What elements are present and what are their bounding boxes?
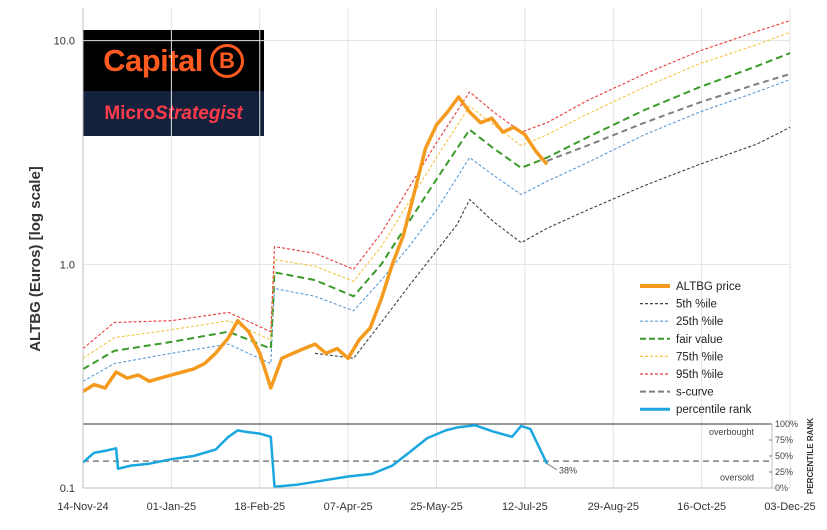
rank-tick-label: 50% bbox=[775, 451, 793, 461]
capital-b-logo: Capital B bbox=[83, 30, 264, 91]
series-line-scurve bbox=[546, 73, 791, 162]
axes: 14-Nov-24 01-Jan-25 18-Feb-25 07-Apr-25 25-M… bbox=[54, 8, 816, 513]
x-tick-label: 03-Dec-25 bbox=[764, 501, 815, 513]
rank-tick-label: 75% bbox=[775, 435, 793, 445]
y-tick-label: 10.0 bbox=[54, 36, 75, 48]
x-tick-label: 25-May-25 bbox=[410, 501, 463, 513]
oversold-label: oversold bbox=[720, 472, 754, 482]
latest-percentile-label: 38% bbox=[559, 466, 577, 476]
microstrategist-logo-first: Micro bbox=[104, 102, 156, 124]
y-tick-label: 0.1 bbox=[60, 483, 75, 495]
x-tick-label: 14-Nov-24 bbox=[57, 501, 108, 513]
rank-tick-label: 100% bbox=[775, 419, 798, 429]
latest-callout-line bbox=[546, 463, 558, 471]
legend-label-price: ALTBG price bbox=[676, 281, 741, 293]
legend-label-fair: fair value bbox=[676, 334, 723, 346]
percentile-rank-axis-label: PERCENTILE RANK bbox=[806, 418, 815, 494]
y-axis-label: ALTBG (Euros) [log scale] bbox=[27, 166, 44, 352]
microstrategist-logo-second: Strategist bbox=[155, 102, 243, 124]
legend-label-p95: 95th %ile bbox=[676, 369, 723, 381]
y-tick-label: 1.0 bbox=[60, 259, 75, 271]
overbought-label: overbought bbox=[709, 427, 755, 437]
series-line-fair bbox=[82, 52, 791, 370]
microstrategist-logo: Micro Strategist bbox=[83, 91, 264, 136]
x-tick-label: 01-Jan-25 bbox=[147, 501, 197, 513]
series-line-rank bbox=[82, 424, 549, 488]
x-tick-label: 12-Jul-25 bbox=[502, 501, 548, 513]
series-line-price bbox=[82, 95, 549, 393]
legend-label-p5: 5th %ile bbox=[676, 299, 717, 311]
x-tick-label: 07-Apr-25 bbox=[324, 501, 373, 513]
legend-label-scurve: s-curve bbox=[676, 387, 714, 399]
legend-label-rank: percentile rank bbox=[676, 404, 752, 416]
legend-label-p75: 75th %ile bbox=[676, 351, 723, 363]
legend: ALTBG price 5th %ile 25th %ile fair value 75… bbox=[640, 281, 752, 416]
series-lines bbox=[82, 20, 791, 393]
bitcoin-coin-icon: B bbox=[209, 43, 244, 78]
capital-logo-word: Capital bbox=[103, 42, 203, 78]
legend-label-p25: 25th %ile bbox=[676, 316, 723, 328]
x-tick-label: 18-Feb-25 bbox=[234, 501, 285, 513]
rank-tick-label: 25% bbox=[775, 467, 793, 477]
x-tick-label: 16-Oct-25 bbox=[677, 501, 726, 513]
x-tick-label: 29-Aug-25 bbox=[588, 501, 639, 513]
